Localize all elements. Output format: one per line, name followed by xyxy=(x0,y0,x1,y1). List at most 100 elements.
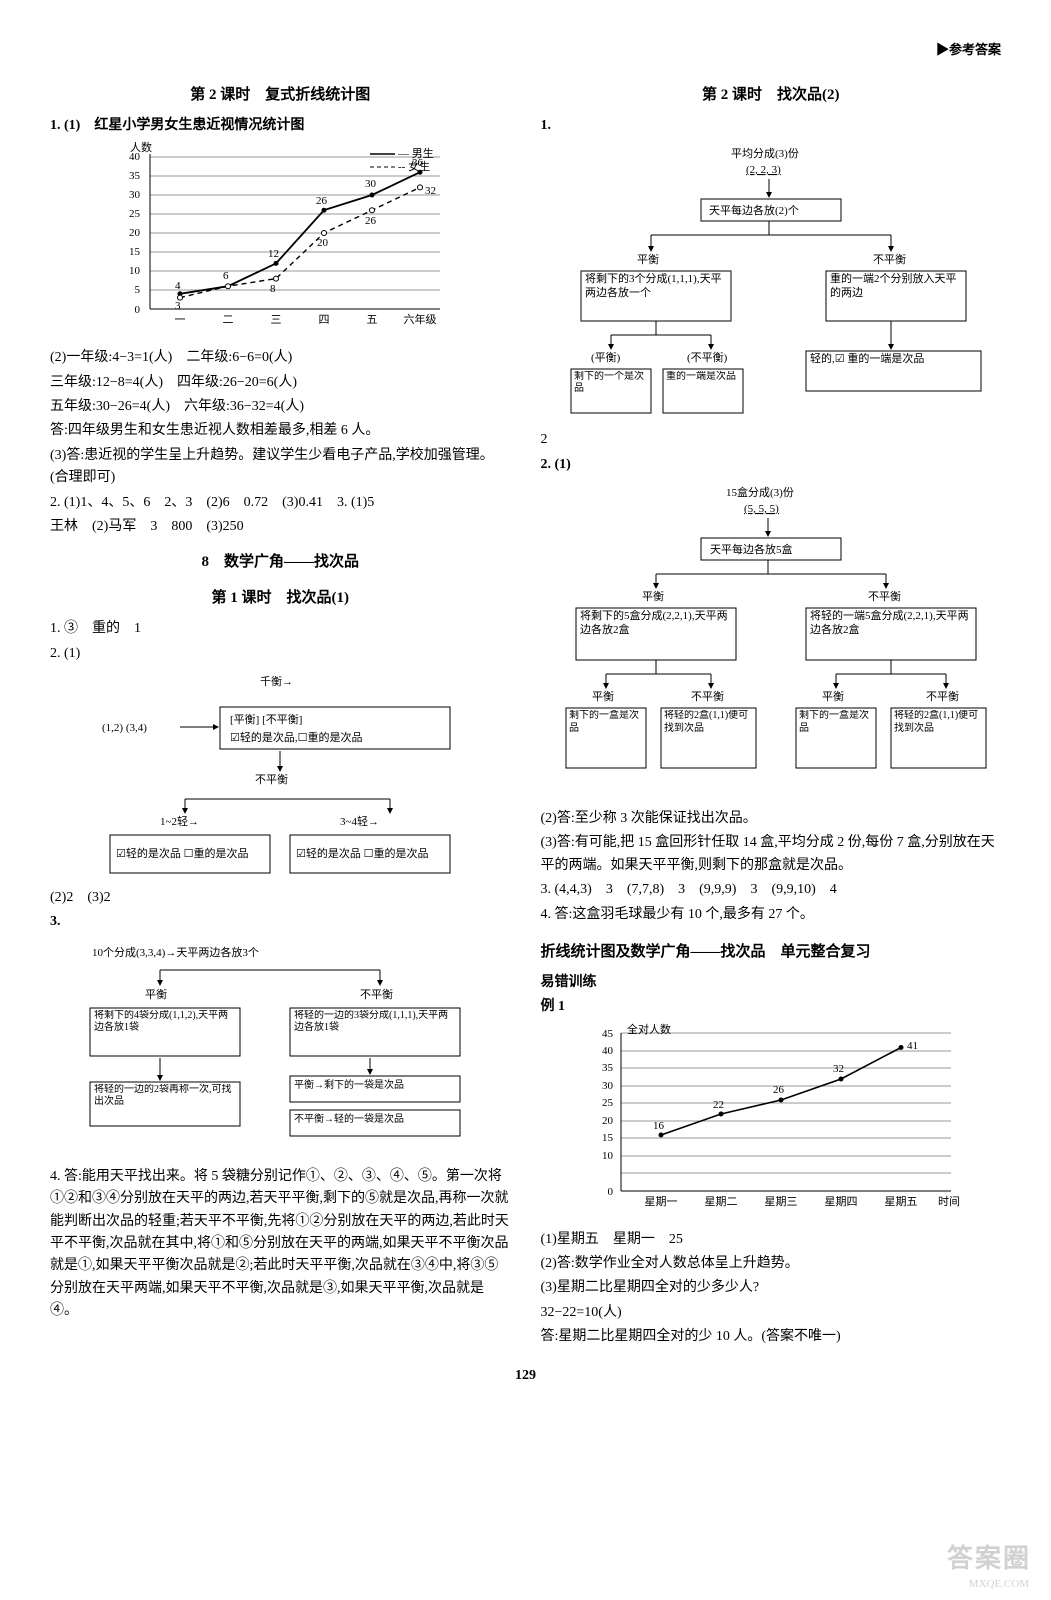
svg-text:35: 35 xyxy=(129,170,141,182)
p4: 4. 答:能用天平找出来。将 5 袋糖分别记作①、②、③、④、⑤。第一次将①②和… xyxy=(50,1166,511,1323)
right-title-1: 第 2 课时 找次品(2) xyxy=(541,83,1002,107)
svg-text:(2, 2, 3): (2, 2, 3) xyxy=(746,164,781,176)
q1-2c: 五年级:30−26=4(人) 六年级:36−32=4(人) xyxy=(50,396,511,418)
svg-text:平衡: 平衡 xyxy=(822,690,844,703)
svg-text:一: 一 xyxy=(175,314,186,326)
svg-text:3: 3 xyxy=(175,300,181,312)
svg-text:16: 16 xyxy=(653,1120,665,1132)
svg-text:星期三: 星期三 xyxy=(764,1195,797,1208)
svg-text:15: 15 xyxy=(602,1132,614,1144)
svg-text:3~4轻→: 3~4轻→ xyxy=(340,814,379,828)
svg-text:20: 20 xyxy=(602,1115,614,1127)
svg-text:45: 45 xyxy=(602,1028,614,1040)
ex1-3c: 答:星期二比星期四全对的少 10 人。(答案不唯一) xyxy=(541,1326,1002,1348)
svg-text:四: 四 xyxy=(319,314,330,326)
svg-text:20: 20 xyxy=(317,237,329,249)
svg-text:40: 40 xyxy=(602,1045,614,1057)
ex1-1: (1)星期五 星期一 25 xyxy=(541,1229,1002,1251)
r-p1: 1. xyxy=(541,115,1002,137)
svg-text:8: 8 xyxy=(270,283,276,295)
two-column-layout: 第 2 课时 复式折线统计图 1. (1) 红星小学男女生患近视情况统计图 人数… xyxy=(50,71,1001,1351)
svg-text:六年级: 六年级 xyxy=(404,312,437,326)
chart-homework: 全对人数 0 10 15 20 25 30 35 40 45 星期一 星期二 星… xyxy=(571,1021,971,1221)
q1-1-title: 1. (1) 红星小学男女生患近视情况统计图 xyxy=(50,115,511,137)
svg-text:星期四: 星期四 xyxy=(824,1195,857,1208)
svg-text:全对人数: 全对人数 xyxy=(627,1022,671,1036)
svg-text:30: 30 xyxy=(365,178,377,190)
svg-text:32: 32 xyxy=(425,185,436,197)
svg-text:10: 10 xyxy=(129,265,141,277)
svg-text:40: 40 xyxy=(129,151,141,163)
q1-3: (3)答:患近视的学生呈上升趋势。建议学生少看电子产品,学校加强管理。(合理即可… xyxy=(50,445,511,490)
svg-text:10: 10 xyxy=(602,1150,614,1162)
svg-text:(平衡): (平衡) xyxy=(591,351,621,364)
q2b: 王林 (2)马军 3 800 (3)250 xyxy=(50,516,511,538)
page-number: 129 xyxy=(50,1365,1001,1387)
p1: 1. ③ 重的 1 xyxy=(50,618,511,640)
flowchart-2: 10个分成(3,3,4)→天平两边各放3个 平衡 不平衡 将剩下的4袋分成(1,… xyxy=(80,940,480,1160)
svg-text:12: 12 xyxy=(268,248,279,260)
svg-text:32: 32 xyxy=(833,1063,844,1075)
svg-text:不平衡: 不平衡 xyxy=(691,690,724,703)
svg-text:36: 36 xyxy=(412,157,424,169)
svg-text:☑轻的是次品,☐重的是次品: ☑轻的是次品,☐重的是次品 xyxy=(230,730,362,744)
svg-text:22: 22 xyxy=(713,1099,724,1111)
chart-myopia: 人数 — 男生 -- 女生 0 5 10 15 20 25 30 35 40 一… xyxy=(100,139,460,339)
svg-text:5: 5 xyxy=(135,284,141,296)
svg-text:平衡: 平衡 xyxy=(642,590,664,603)
svg-text:二: 二 xyxy=(223,314,234,326)
svg-text:41: 41 xyxy=(907,1040,918,1052)
ex1-2: (2)答:数学作业全对人数总体呈上升趋势。 xyxy=(541,1253,1002,1275)
series-girl xyxy=(180,188,420,298)
flowchart-3: 平均分成(3)份 (2, 2, 3) 天平每边各放(2)个 平衡 不平衡 将剩下… xyxy=(551,143,991,423)
svg-text:星期二: 星期二 xyxy=(704,1195,737,1208)
svg-text:不平衡: 不平衡 xyxy=(873,253,906,266)
svg-text:15盒分成(3)份: 15盒分成(3)份 xyxy=(726,485,794,499)
svg-text:26: 26 xyxy=(773,1084,785,1096)
svg-text:1~2轻→: 1~2轻→ xyxy=(160,814,199,828)
r-p2: 2. (1) xyxy=(541,454,1002,476)
xticks: 一 二 三 四 五 六年级 xyxy=(175,312,437,326)
svg-text:20: 20 xyxy=(129,227,141,239)
svg-text:不平衡: 不平衡 xyxy=(926,690,959,703)
subtitle: 易错训练 xyxy=(541,972,1002,994)
svg-text:[平衡] [不平衡]: [平衡] [不平衡] xyxy=(230,713,302,726)
svg-text:☑轻的是次品 ☐重的是次品: ☑轻的是次品 ☐重的是次品 xyxy=(116,846,248,860)
svg-text:天平每边各放5盒: 天平每边各放5盒 xyxy=(710,542,793,556)
svg-text:平衡: 平衡 xyxy=(145,988,167,1001)
right-column: 第 2 课时 找次品(2) 1. 平均分成(3)份 (2, 2, 3) 天平每边… xyxy=(541,71,1002,1351)
svg-text:25: 25 xyxy=(602,1097,614,1109)
svg-text:三: 三 xyxy=(271,314,282,326)
svg-text:星期一: 星期一 xyxy=(644,1195,677,1208)
svg-text:10个分成(3,3,4)→天平两边各放3个: 10个分成(3,3,4)→天平两边各放3个 xyxy=(92,945,259,959)
r-p2-3: (3)答:有可能,把 15 盒回形针任取 14 盒,平均分成 2 份,每份 7 … xyxy=(541,832,1002,877)
svg-text:时间: 时间 xyxy=(938,1195,960,1208)
svg-text:4: 4 xyxy=(175,280,181,292)
svg-text:☑轻的是次品 ☐重的是次品: ☑轻的是次品 ☐重的是次品 xyxy=(296,846,428,860)
left-title-3: 第 1 课时 找次品(1) xyxy=(50,586,511,610)
q2: 2. (1)1、4、5、6 2、3 (2)6 0.72 (3)0.41 3. (… xyxy=(50,492,511,514)
svg-text:不平衡: 不平衡 xyxy=(360,988,393,1001)
svg-text:(5, 5, 5): (5, 5, 5) xyxy=(744,503,779,515)
ex1-3b: 32−22=10(人) xyxy=(541,1302,1002,1324)
svg-text:不平衡: 不平衡 xyxy=(868,590,901,603)
r-p2-2: (2)答:至少称 3 次能保证找出次品。 xyxy=(541,808,1002,830)
right-title-2: 折线统计图及数学广角——找次品 单元整合复习 xyxy=(541,940,1002,964)
watermark-url: MXQE.COM xyxy=(969,1576,1029,1594)
p2b: (2)2 (3)2 xyxy=(50,887,511,909)
svg-text:6: 6 xyxy=(223,270,229,282)
svg-text:30: 30 xyxy=(602,1080,614,1092)
q1-2a: (2)一年级:4−3=1(人) 二年级:6−6=0(人) xyxy=(50,347,511,369)
svg-text:平衡: 平衡 xyxy=(637,253,659,266)
svg-text:30: 30 xyxy=(129,189,141,201)
q1-2b: 三年级:12−8=4(人) 四年级:26−20=6(人) xyxy=(50,372,511,394)
left-title-2: 8 数学广角——找次品 xyxy=(50,550,511,574)
svg-text:15: 15 xyxy=(129,246,141,258)
p1b: 2 xyxy=(541,429,1002,451)
svg-text:平衡: 平衡 xyxy=(592,690,614,703)
q1-2ans: 答:四年级男生和女生患近视人数相差最多,相差 6 人。 xyxy=(50,420,511,442)
svg-text:不平衡: 不平衡 xyxy=(255,773,288,786)
svg-text:(1,2) (3,4): (1,2) (3,4) xyxy=(102,722,147,734)
ex1-label: 例 1 xyxy=(541,996,1002,1018)
svg-text:星期五: 星期五 xyxy=(884,1195,917,1208)
